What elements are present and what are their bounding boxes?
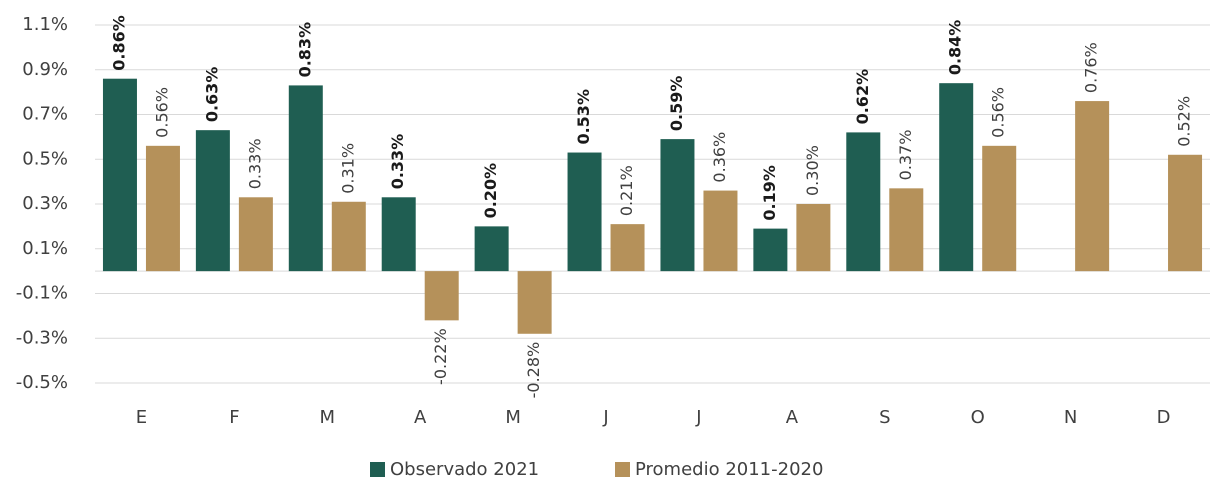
x-tick-label: A — [786, 407, 799, 428]
x-tick-label: E — [136, 407, 147, 428]
value-label: 0.19% — [760, 165, 779, 221]
y-tick-label: 0.5% — [22, 148, 68, 169]
x-tick-label: S — [879, 407, 890, 428]
legend-label: Promedio 2011-2020 — [635, 459, 823, 480]
bar — [796, 204, 831, 272]
value-label: 0.37% — [896, 130, 915, 181]
y-tick-label: -0.1% — [16, 283, 68, 304]
value-label: 0.53% — [574, 89, 593, 145]
value-label: 0.84% — [946, 20, 965, 76]
value-label: 0.62% — [853, 69, 872, 125]
value-label: 0.52% — [1175, 96, 1194, 147]
x-tick-label: N — [1064, 407, 1077, 428]
x-tick-label: O — [971, 407, 985, 428]
bar — [982, 145, 1017, 272]
y-tick-label: 0.7% — [22, 104, 68, 125]
value-label: 0.33% — [388, 134, 407, 190]
bar — [889, 188, 924, 272]
value-label: 0.63% — [202, 67, 221, 123]
bar — [102, 78, 137, 272]
value-label: 0.83% — [295, 22, 314, 78]
value-label: 0.21% — [617, 165, 636, 216]
value-label: 0.31% — [338, 143, 357, 194]
value-label: 0.36% — [710, 132, 729, 183]
x-tick-label: D — [1157, 407, 1171, 428]
value-label: 0.59% — [667, 76, 686, 132]
bar — [238, 197, 273, 272]
bar — [1168, 154, 1203, 272]
legend-label: Observado 2021 — [390, 459, 539, 480]
bar — [288, 85, 323, 272]
bar — [1075, 101, 1110, 272]
x-tick-label: A — [414, 407, 427, 428]
bar — [846, 132, 881, 272]
value-label: 0.30% — [803, 145, 822, 196]
bar — [660, 139, 695, 272]
value-label: 0.76% — [1082, 42, 1101, 93]
legend-swatch — [370, 462, 385, 477]
value-label: 0.20% — [481, 163, 500, 219]
bar — [567, 152, 602, 272]
bar — [424, 271, 459, 321]
y-tick-label: 0.3% — [22, 193, 68, 214]
x-tick-label: F — [229, 407, 239, 428]
x-tick-label: M — [320, 407, 336, 428]
bar — [610, 224, 645, 272]
x-tick-label: M — [505, 407, 521, 428]
x-tick-label: J — [602, 407, 608, 428]
y-tick-label: 0.1% — [22, 238, 68, 259]
value-label: -0.28% — [524, 342, 543, 399]
bar — [331, 201, 366, 272]
y-tick-label: -0.5% — [16, 372, 68, 393]
value-label: 0.56% — [152, 87, 171, 138]
y-tick-label: 1.1% — [22, 14, 68, 35]
bar — [939, 83, 974, 272]
y-tick-label: -0.3% — [16, 327, 68, 348]
value-label: -0.22% — [431, 328, 450, 385]
bar — [195, 130, 230, 272]
value-label: 0.33% — [245, 138, 264, 189]
bar — [703, 190, 738, 272]
legend-swatch — [615, 462, 630, 477]
bar — [753, 228, 788, 272]
bar — [474, 226, 509, 272]
bar — [381, 197, 416, 272]
value-label: 0.86% — [109, 15, 128, 71]
bar — [145, 145, 180, 272]
value-label: 0.56% — [989, 87, 1008, 138]
x-tick-label: J — [695, 407, 701, 428]
bar — [517, 271, 552, 334]
y-tick-label: 0.9% — [22, 59, 68, 80]
